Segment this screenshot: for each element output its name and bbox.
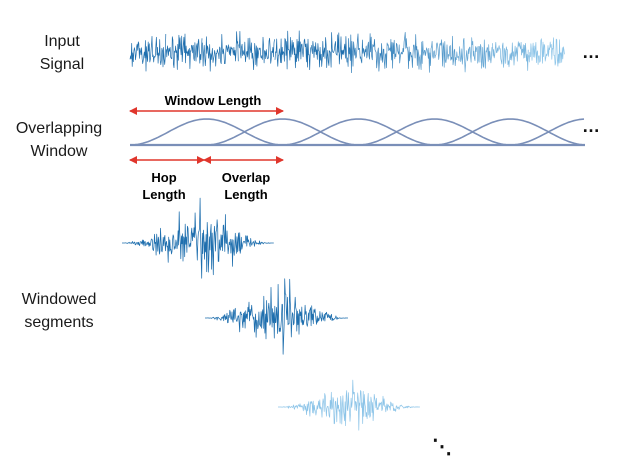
window-curve [357,118,512,146]
overlapping-window-curves [129,118,585,147]
input-signal-waveform [129,30,565,74]
window-curve [433,118,585,146]
input-signal-label-line1: Input [44,33,80,50]
hop-length-label-line1: Hop [151,170,177,185]
input-signal-chunk [129,33,167,72]
windowed-segment-3 [278,379,420,431]
overlap-length-label: Overlap Length [206,169,286,203]
input-signal-label: Input Signal [22,30,102,76]
overlap-length-label-line1: Overlap [221,170,271,185]
input-signal-chunk [492,41,529,71]
signal-continuation-ellipsis: … [582,42,601,62]
input-signal-chunk [419,35,457,73]
overlapping-window-label-line2: Window [30,143,88,160]
input-signal-chunk [528,37,565,67]
windowed-segment-2 [205,278,348,355]
window-curve [205,118,360,146]
input-signal-label-line2: Signal [39,56,85,73]
input-signal-chunk [274,30,312,71]
windowed-segments-label-line1: Windowed [21,291,97,308]
window-curve [509,118,585,146]
hop-length-label: Hop Length [128,169,200,203]
overlap-length-label-line2: Length [224,187,268,202]
windowed-segments-label-line2: segments [24,314,94,331]
segments-continuation-ellipsis: ⋱ [432,436,453,458]
windowed-segments-waveforms [122,197,420,431]
input-signal-chunk [202,31,239,72]
window-continuation-ellipsis: … [582,116,601,136]
input-signal-chunk [238,31,275,71]
window-length-label: Window Length [164,93,262,108]
input-signal-chunk [165,33,203,70]
input-signal-chunk [347,33,384,74]
input-signal-chunk [383,32,420,70]
hop-length-label-line2: Length [142,187,186,202]
windowed-segments-label: Windowed segments [14,288,104,334]
input-signal-chunk [310,32,348,68]
window-curve [281,118,436,146]
length-arrows [129,107,284,164]
overlapping-window-label-line1: Overlapping [15,120,103,137]
window-curve [129,118,284,146]
input-signal-chunk [455,37,493,73]
overlapping-window-label: Overlapping Window [4,117,114,163]
windowed-segment-1 [122,197,274,279]
